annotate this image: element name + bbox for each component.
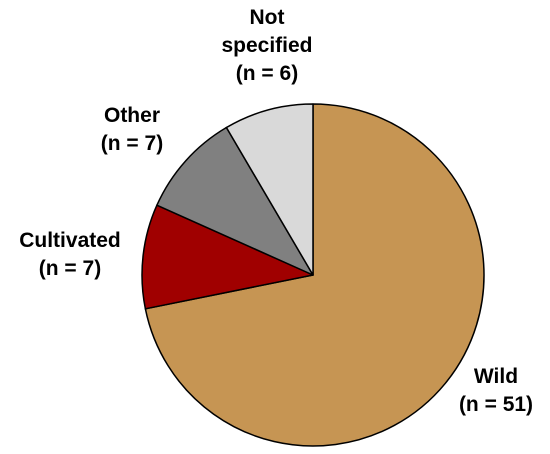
- slice-label-cultivated: Cultivated: [19, 229, 121, 252]
- pie-slices: [141, 103, 485, 447]
- slice-label-other: Other: [104, 104, 160, 127]
- pie-slice-wild: [144, 103, 485, 447]
- slice-count-other: (n = 7): [101, 132, 163, 155]
- slice-label-not-specified-line2: specified: [221, 34, 312, 57]
- slice-count-cultivated: (n = 7): [39, 257, 101, 280]
- slice-count-wild: (n = 51): [459, 393, 533, 416]
- slice-label-wild: Wild: [474, 365, 518, 388]
- pie-slice-other: [156, 126, 314, 276]
- pie-slice-cultivated: [141, 204, 314, 310]
- slice-count-not-specified: (n = 6): [236, 62, 298, 85]
- slice-label-not-specified-line1: Not: [250, 6, 285, 29]
- pie-slice-not-specified: [225, 103, 314, 276]
